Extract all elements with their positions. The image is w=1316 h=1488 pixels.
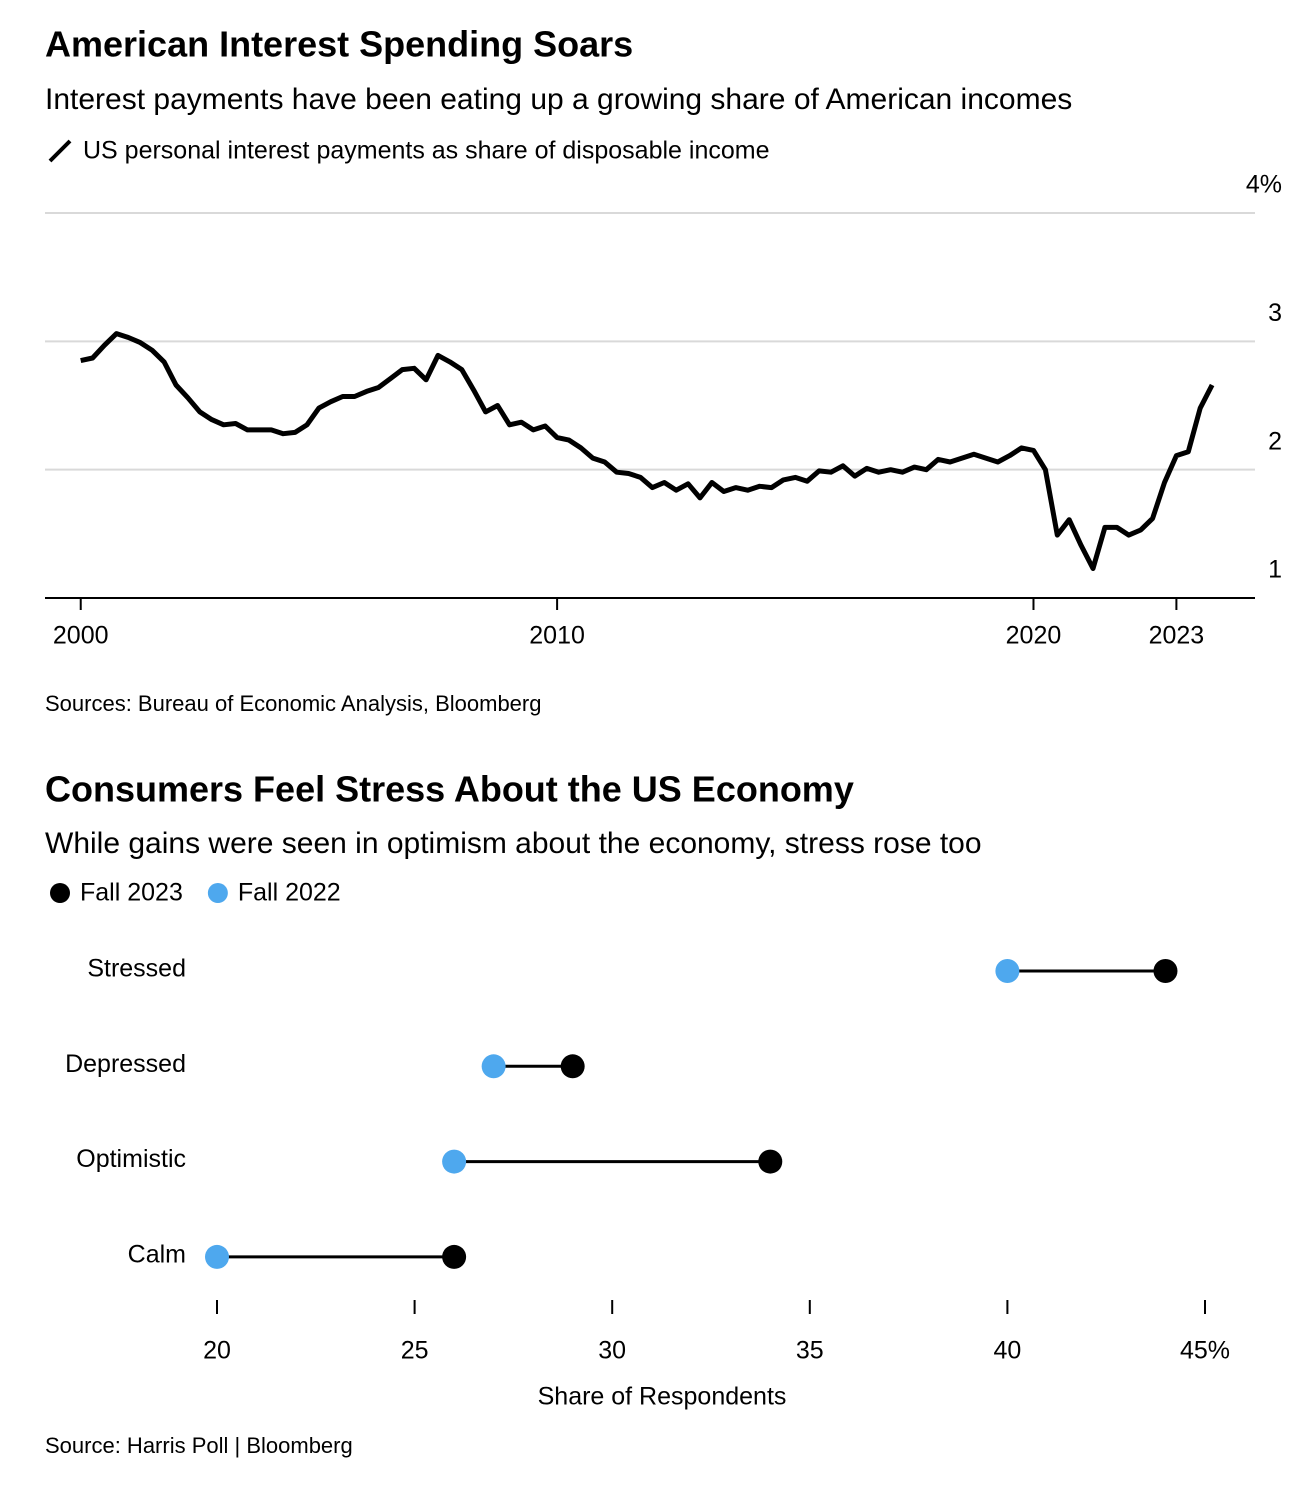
legend-marker bbox=[50, 883, 70, 903]
chart-subtitle: Interest payments have been eating up a … bbox=[45, 83, 1072, 116]
source: Sources: Bureau of Economic Analysis, Bl… bbox=[45, 691, 541, 716]
x-axis-label: Share of Respondents bbox=[538, 1383, 787, 1411]
category-label: Depressed bbox=[65, 1050, 186, 1078]
x-tick-label: 35 bbox=[796, 1337, 824, 1365]
y-tick-label: 2 bbox=[1268, 427, 1282, 455]
x-tick-label: 2010 bbox=[529, 622, 585, 650]
y-tick-label: 1 bbox=[1268, 556, 1282, 584]
legend-label: Fall 2023 bbox=[80, 879, 183, 907]
dot bbox=[442, 1149, 467, 1174]
chart-title: Consumers Feel Stress About the US Econo… bbox=[45, 769, 854, 810]
dot bbox=[442, 1244, 467, 1269]
category-label: Calm bbox=[128, 1241, 186, 1269]
source: Source: Harris Poll | Bloomberg bbox=[45, 1433, 353, 1458]
y-tick-label: 3 bbox=[1268, 299, 1282, 327]
chart-subtitle: While gains were seen in optimism about … bbox=[45, 827, 982, 860]
x-tick-label: 45% bbox=[1180, 1337, 1230, 1365]
dot bbox=[995, 959, 1020, 983]
x-tick-label: 2000 bbox=[53, 622, 109, 650]
dot bbox=[1153, 959, 1178, 983]
legend-marker bbox=[207, 883, 228, 903]
x-tick-label: 20 bbox=[203, 1337, 231, 1365]
chart-title: American Interest Spending Soars bbox=[45, 24, 633, 65]
x-tick-label: 2023 bbox=[1149, 622, 1205, 650]
x-tick-label: 40 bbox=[993, 1337, 1021, 1365]
category-label: Optimistic bbox=[76, 1145, 186, 1173]
category-label: Stressed bbox=[87, 955, 186, 983]
legend-label: US personal interest payments as share o… bbox=[83, 137, 769, 165]
x-tick-label: 30 bbox=[598, 1337, 626, 1365]
legend-icon bbox=[48, 139, 72, 163]
line bbox=[80, 331, 1215, 571]
dot bbox=[481, 1054, 506, 1079]
dot bbox=[560, 1054, 585, 1079]
x-tick-label: 2020 bbox=[1006, 622, 1062, 650]
y-tick-label: 4% bbox=[1246, 171, 1282, 199]
dot bbox=[758, 1149, 783, 1174]
dot bbox=[205, 1244, 229, 1269]
legend-label: Fall 2022 bbox=[238, 879, 341, 907]
x-tick-label: 25 bbox=[401, 1337, 429, 1365]
